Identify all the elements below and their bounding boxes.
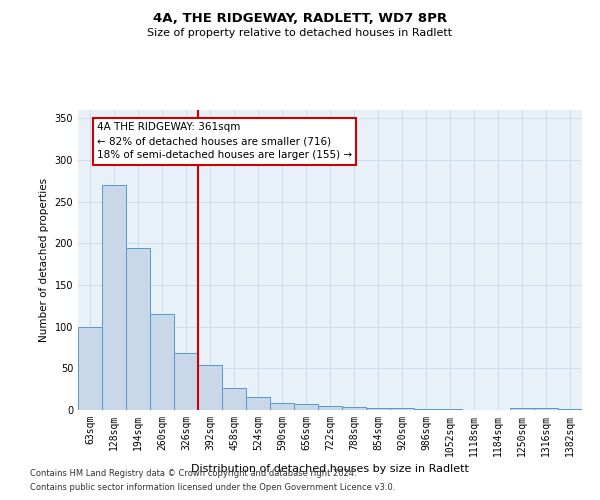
Bar xyxy=(510,408,534,410)
Text: 4A THE RIDGEWAY: 361sqm
← 82% of detached houses are smaller (716)
18% of semi-d: 4A THE RIDGEWAY: 361sqm ← 82% of detache… xyxy=(97,122,352,160)
Text: Contains HM Land Registry data © Crown copyright and database right 2024.: Contains HM Land Registry data © Crown c… xyxy=(30,468,356,477)
Bar xyxy=(318,406,342,410)
Bar xyxy=(222,388,246,410)
Bar xyxy=(246,396,270,410)
Bar xyxy=(414,409,438,410)
Bar xyxy=(174,354,198,410)
X-axis label: Distribution of detached houses by size in Radlett: Distribution of detached houses by size … xyxy=(191,464,469,474)
Text: Size of property relative to detached houses in Radlett: Size of property relative to detached ho… xyxy=(148,28,452,38)
Bar xyxy=(102,185,126,410)
Bar xyxy=(534,408,558,410)
Text: Contains public sector information licensed under the Open Government Licence v3: Contains public sector information licen… xyxy=(30,484,395,492)
Y-axis label: Number of detached properties: Number of detached properties xyxy=(39,178,49,342)
Bar xyxy=(150,314,174,410)
Bar xyxy=(270,402,294,410)
Bar xyxy=(342,406,366,410)
Bar xyxy=(294,404,318,410)
Bar xyxy=(198,365,222,410)
Bar xyxy=(558,409,582,410)
Bar xyxy=(78,326,102,410)
Bar xyxy=(366,408,390,410)
Bar xyxy=(390,408,414,410)
Bar xyxy=(126,248,150,410)
Text: 4A, THE RIDGEWAY, RADLETT, WD7 8PR: 4A, THE RIDGEWAY, RADLETT, WD7 8PR xyxy=(153,12,447,26)
Bar xyxy=(438,409,462,410)
